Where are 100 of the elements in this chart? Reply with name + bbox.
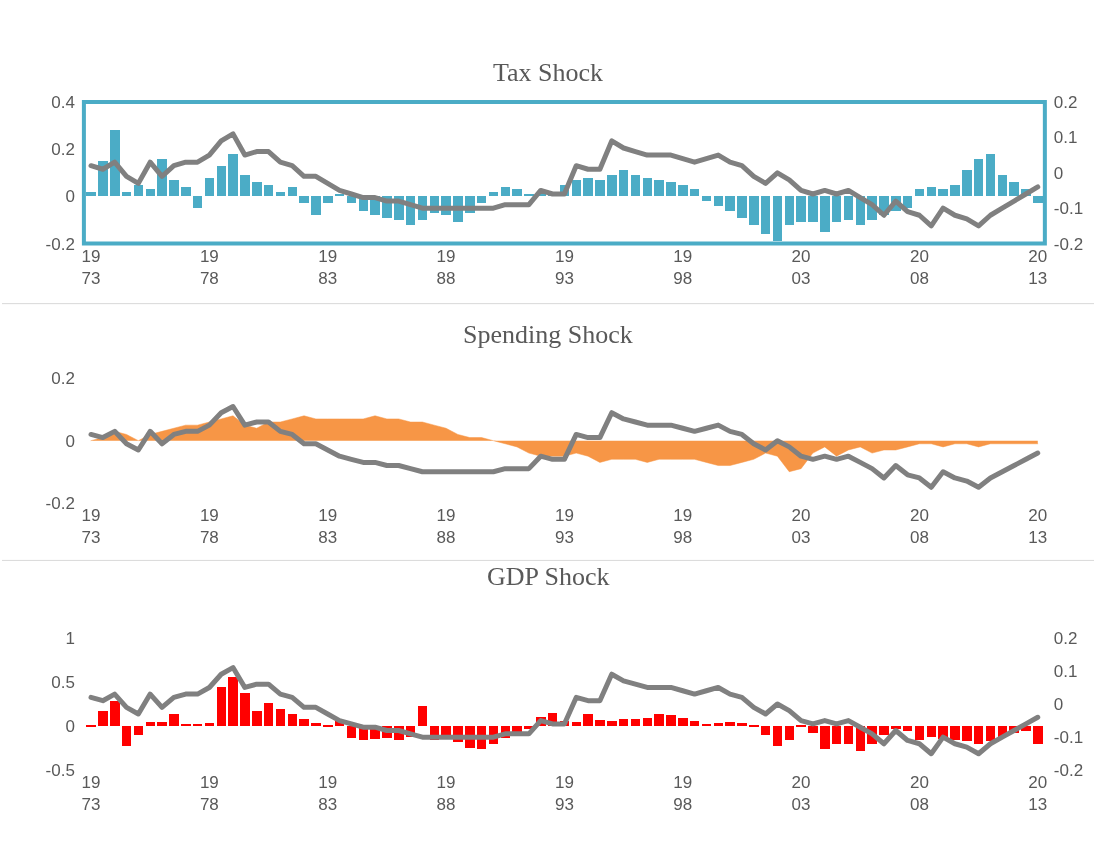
bar <box>298 718 309 726</box>
bar <box>168 713 179 726</box>
y2-tick-label: -0.1 <box>1053 728 1084 748</box>
bar <box>807 725 818 733</box>
bar <box>192 196 202 208</box>
bar <box>973 159 983 196</box>
bar <box>310 196 321 215</box>
x-tick-label: 19 83 <box>318 505 338 547</box>
bar <box>949 725 960 740</box>
bar <box>606 720 617 726</box>
bar <box>168 180 179 196</box>
x-tick-label: 19 73 <box>81 246 101 288</box>
y2-tick-label: 0 <box>1053 694 1064 714</box>
bar <box>665 714 676 726</box>
x-tick-label: 19 93 <box>554 505 574 547</box>
bar <box>926 187 936 196</box>
bar <box>275 708 285 726</box>
bar <box>216 686 226 726</box>
bar <box>926 725 936 737</box>
bar <box>476 196 486 203</box>
x-tick-label: 19 78 <box>199 505 219 547</box>
bar <box>985 725 995 741</box>
bar <box>949 185 960 196</box>
chart-title: GDP Shock <box>487 562 610 591</box>
bar <box>133 185 143 196</box>
bar <box>831 725 841 744</box>
bar <box>914 725 924 740</box>
x-tick-label: 19 93 <box>554 773 574 815</box>
x-tick-label: 19 98 <box>673 505 693 547</box>
bar <box>961 725 972 741</box>
x-tick-label: 20 13 <box>1028 773 1048 815</box>
x-tick-label: 19 83 <box>318 246 338 288</box>
x-tick-label: 20 08 <box>909 773 929 815</box>
y-tick-label: 0 <box>65 717 75 737</box>
bar <box>807 196 818 222</box>
bar <box>204 178 214 196</box>
bar <box>227 154 238 196</box>
bar <box>784 725 794 740</box>
bar <box>606 175 617 196</box>
x-tick-label: 20 08 <box>909 246 929 288</box>
bar <box>878 725 889 735</box>
bar <box>831 196 841 222</box>
chart-title: Tax Shock <box>493 58 604 87</box>
x-tick-label: 19 78 <box>199 246 219 288</box>
bar <box>819 196 830 232</box>
bar <box>724 196 735 211</box>
bar <box>748 724 759 727</box>
bar <box>263 185 273 196</box>
bar <box>795 196 806 222</box>
bar <box>582 713 593 726</box>
bar <box>677 185 688 196</box>
bar <box>192 723 202 726</box>
x-tick-label: 19 88 <box>436 773 456 815</box>
bar <box>961 170 972 196</box>
x-tick-label: 20 13 <box>1028 246 1048 288</box>
bar <box>748 196 759 225</box>
y2-tick-label: 0.2 <box>1053 92 1078 112</box>
bar <box>417 705 427 726</box>
bar <box>511 189 522 196</box>
chart-title: Spending Shock <box>463 320 633 349</box>
x-tick-label: 19 88 <box>436 246 456 288</box>
bar <box>239 175 250 196</box>
bar <box>1032 196 1043 203</box>
bar <box>263 702 273 726</box>
bar <box>689 189 699 196</box>
y2-tick-label: 0.2 <box>1053 628 1078 648</box>
bar <box>287 187 297 196</box>
bar <box>145 721 155 726</box>
bar <box>500 187 510 196</box>
bar <box>298 196 309 203</box>
bar <box>85 192 96 196</box>
x-tick-label: 19 88 <box>436 505 456 547</box>
bar <box>310 722 321 726</box>
bar <box>180 187 191 196</box>
bar <box>180 723 191 726</box>
bar <box>677 717 688 726</box>
y-tick-label: 0 <box>65 187 75 207</box>
x-tick-label: 19 83 <box>318 773 338 815</box>
bar <box>121 192 131 196</box>
y-tick-label: 0.2 <box>51 369 75 389</box>
bar <box>724 721 735 726</box>
bar <box>653 713 664 726</box>
x-tick-label: 19 73 <box>81 773 101 815</box>
y2-tick-label: 0.1 <box>1053 128 1078 148</box>
y2-tick-label: 0.1 <box>1053 661 1078 681</box>
bar <box>701 196 711 201</box>
bar <box>1032 725 1043 744</box>
y2-tick-label: 0 <box>1053 163 1064 183</box>
bar <box>618 718 628 726</box>
x-tick-label: 20 03 <box>791 773 811 815</box>
y-tick-label: -0.5 <box>45 761 75 781</box>
bar <box>109 700 120 726</box>
bar <box>251 182 262 196</box>
bar <box>784 196 794 225</box>
bar <box>914 189 924 196</box>
bar <box>618 170 628 196</box>
x-tick-label: 20 08 <box>909 505 929 547</box>
bar <box>701 723 711 726</box>
bar <box>346 725 356 738</box>
y-tick-label: -0.2 <box>45 234 75 254</box>
